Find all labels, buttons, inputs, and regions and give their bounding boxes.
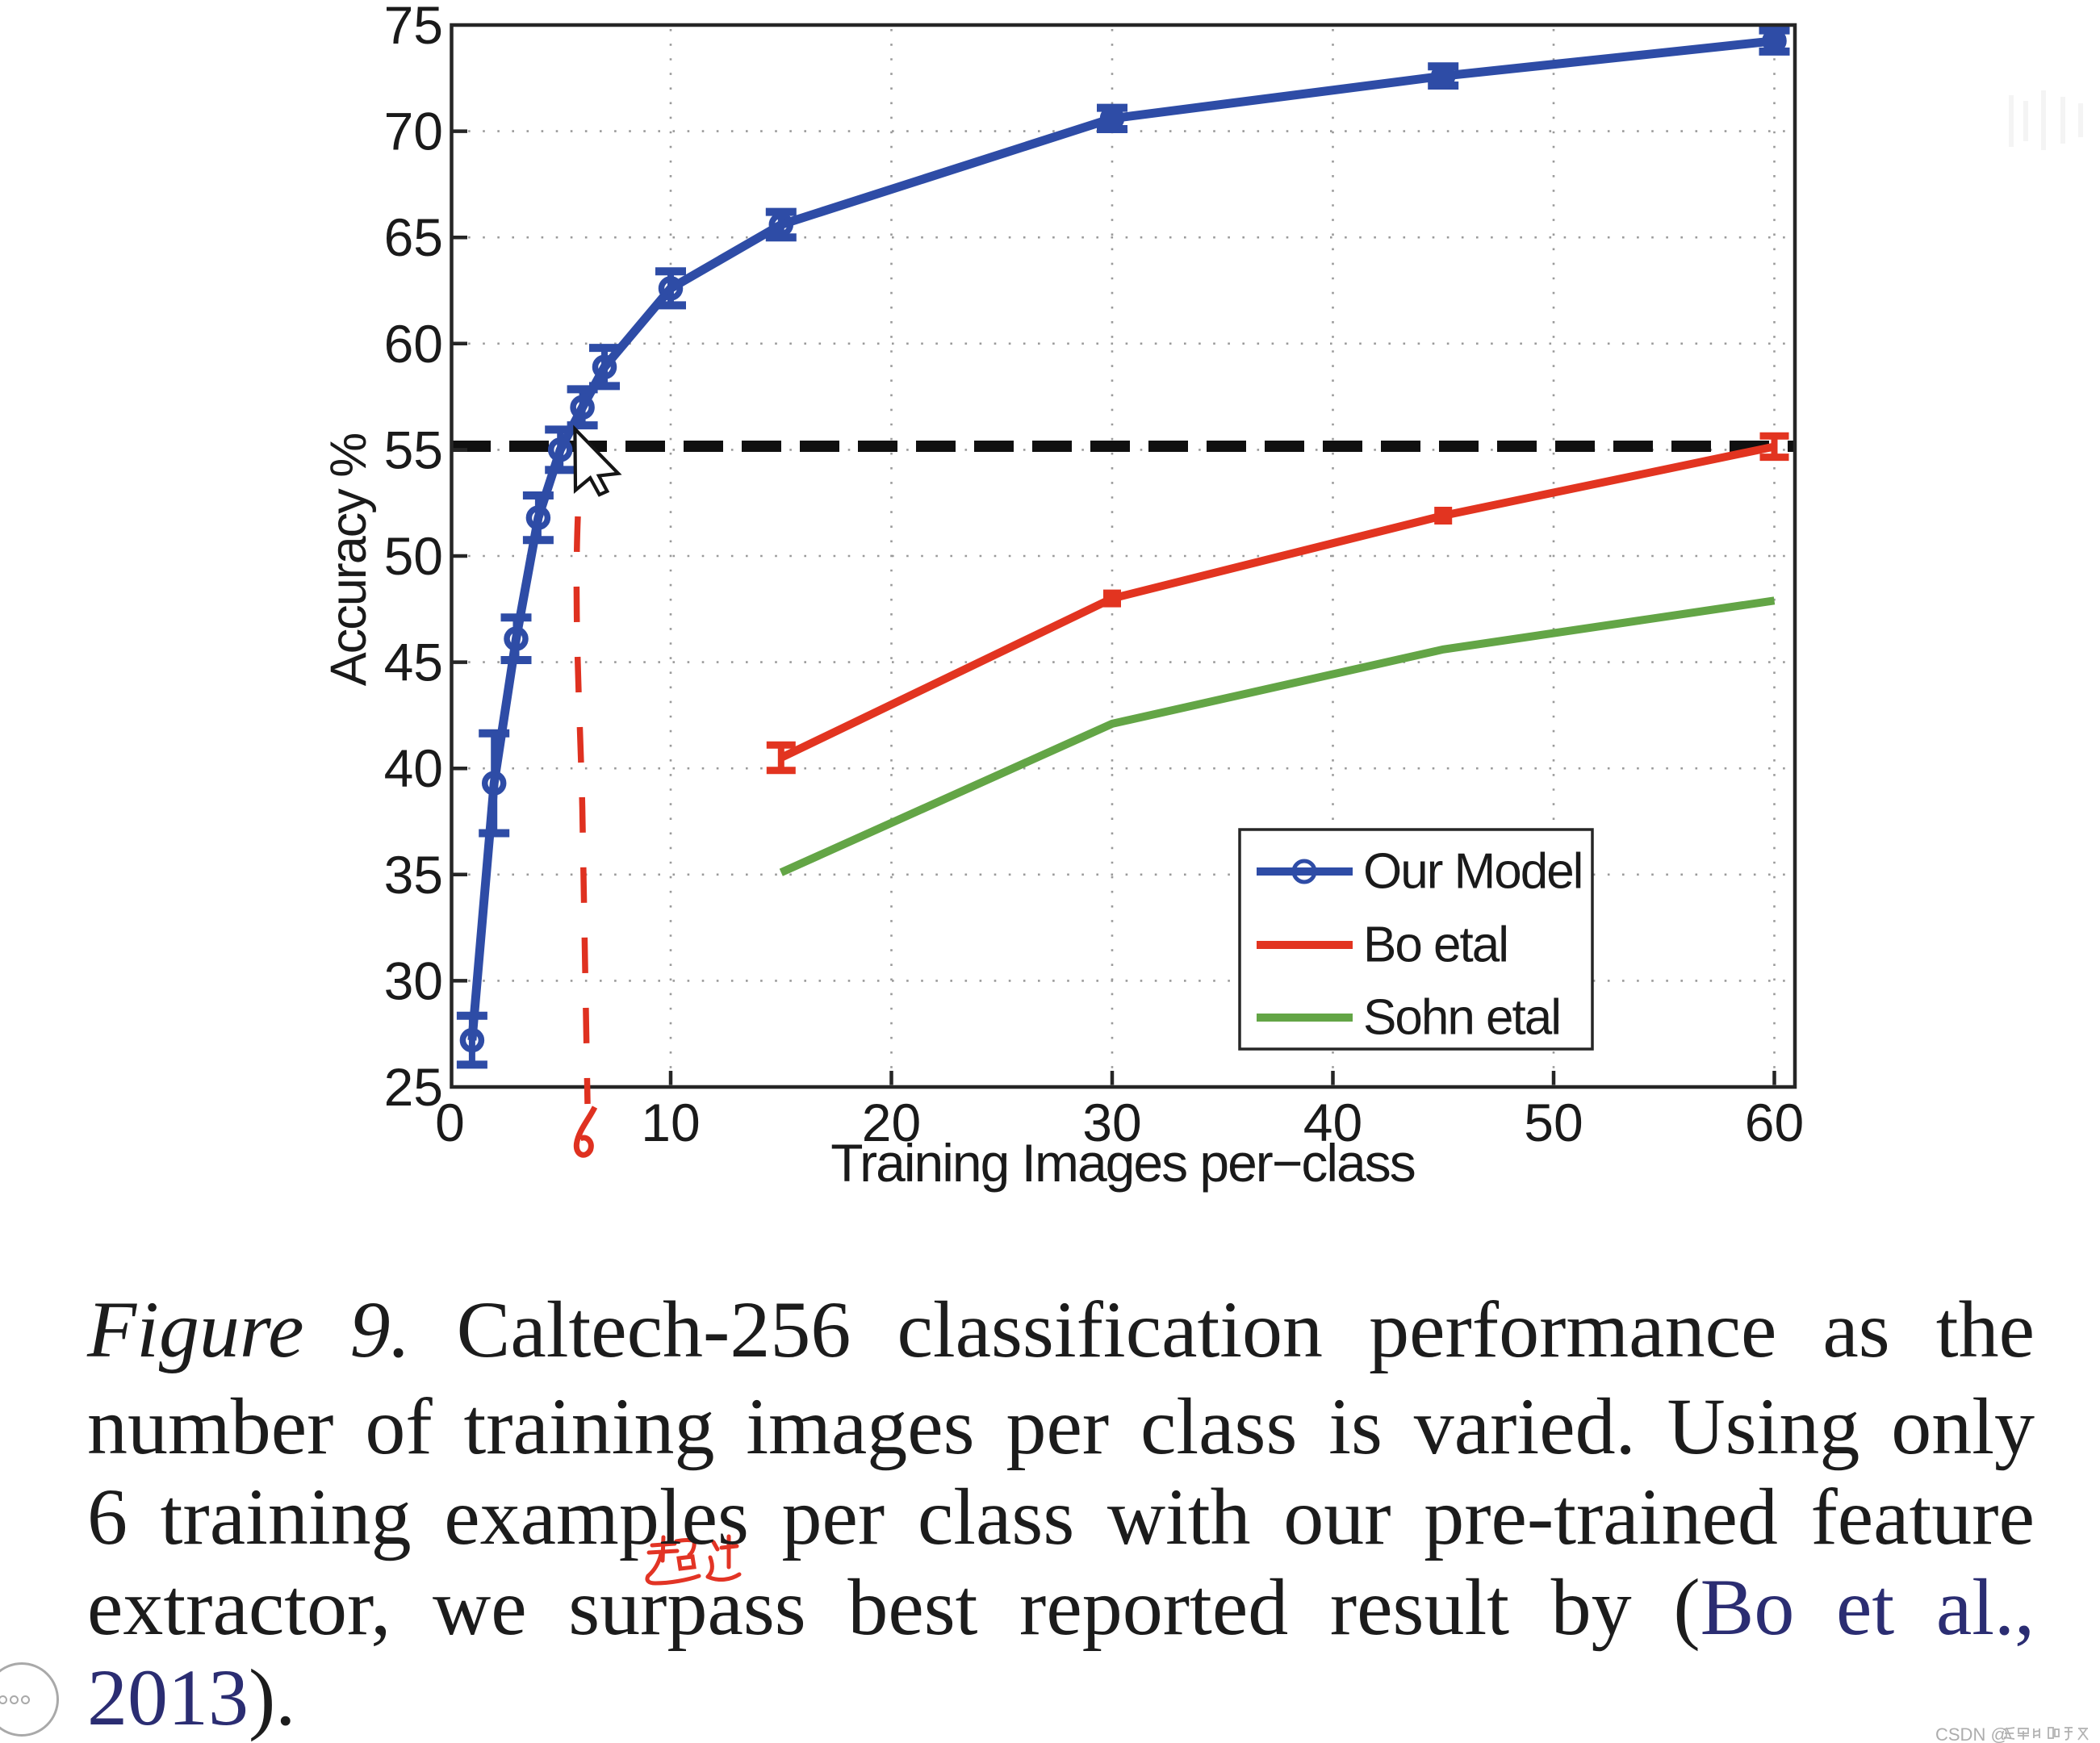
svg-text:50: 50 xyxy=(384,526,443,586)
svg-text:Sohn etal: Sohn etal xyxy=(1363,990,1560,1046)
svg-text:10: 10 xyxy=(641,1093,700,1152)
svg-text:60: 60 xyxy=(384,314,443,374)
svg-text:35: 35 xyxy=(384,845,443,905)
svg-text:50: 50 xyxy=(1524,1093,1583,1152)
svg-text:30: 30 xyxy=(1082,1093,1141,1152)
svg-text:40: 40 xyxy=(384,738,443,798)
svg-text:Training Images per−class: Training Images per−class xyxy=(830,1133,1414,1193)
svg-text:Bo etal: Bo etal xyxy=(1363,917,1508,973)
svg-text:60: 60 xyxy=(1745,1093,1804,1152)
svg-text:40: 40 xyxy=(1303,1093,1362,1152)
svg-text:Accuracy %: Accuracy % xyxy=(320,434,377,687)
svg-text:55: 55 xyxy=(384,420,443,479)
svg-text:75: 75 xyxy=(384,0,443,55)
svg-text:45: 45 xyxy=(384,633,443,692)
svg-text:0: 0 xyxy=(435,1093,465,1152)
svg-text:25: 25 xyxy=(384,1057,443,1117)
svg-text:70: 70 xyxy=(384,102,443,161)
svg-text:20: 20 xyxy=(862,1093,921,1152)
svg-text:30: 30 xyxy=(384,951,443,1010)
svg-text:CSDN @: CSDN @ xyxy=(1935,1724,2009,1743)
svg-text:65: 65 xyxy=(384,207,443,267)
svg-text:Our Model: Our Model xyxy=(1363,844,1582,900)
